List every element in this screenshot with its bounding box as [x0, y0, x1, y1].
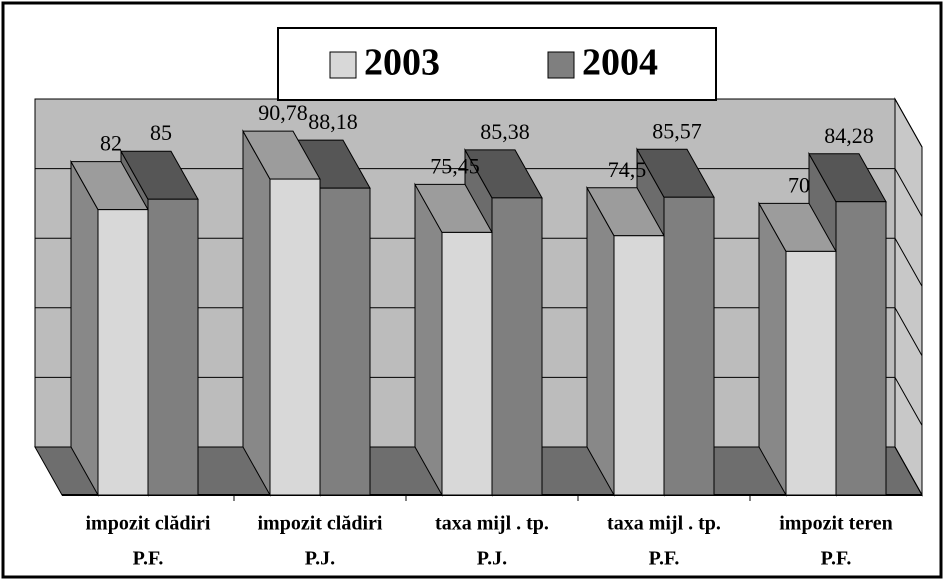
legend-swatch	[547, 51, 575, 79]
bar	[319, 187, 371, 496]
bar	[97, 209, 149, 496]
data-label: 90,78	[258, 100, 308, 125]
bar	[441, 231, 493, 496]
bar	[613, 235, 665, 496]
bar	[147, 198, 199, 496]
x-tick-label: P.J.	[477, 548, 507, 570]
bar	[663, 196, 715, 496]
data-label: 70	[788, 172, 810, 197]
legend-label: 2003	[364, 42, 440, 84]
x-tick-label: P.F.	[649, 548, 680, 570]
bar-side	[70, 159, 99, 497]
data-label: 85,57	[652, 118, 702, 143]
data-label: 82	[100, 131, 122, 156]
data-label: 84,28	[824, 123, 874, 148]
side-wall	[894, 97, 923, 497]
data-label: 75,45	[430, 153, 480, 178]
legend-swatch	[329, 51, 357, 79]
data-label: 74,5	[608, 157, 647, 182]
data-label: 88,18	[308, 109, 358, 134]
bar	[835, 201, 887, 496]
bar	[269, 178, 321, 496]
data-label: 85,38	[480, 119, 530, 144]
bar-side	[414, 182, 443, 497]
bar-side	[758, 201, 787, 497]
bar-side	[242, 129, 271, 497]
x-tick-label: impozit teren	[779, 513, 893, 535]
plot-area: impozit clădiri P.F. impozit clădiri P.J. ta…	[34, 97, 923, 570]
legend-label: 2004	[582, 42, 658, 84]
x-tick-label: P.F.	[133, 548, 164, 570]
data-label: 85	[150, 120, 172, 145]
bar	[491, 197, 543, 496]
legend: 2003 2004	[277, 27, 717, 101]
bar-side	[586, 185, 615, 497]
x-tick-label: impozit clădiri	[86, 513, 211, 535]
bar	[785, 250, 837, 496]
x-tick-label: P.J.	[305, 548, 335, 570]
x-tick-label: impozit clădiri	[258, 513, 383, 535]
x-tick-label: P.F.	[821, 548, 852, 570]
x-tick-label: taxa mijl . tp.	[607, 513, 721, 535]
x-tick-label: taxa mijl . tp.	[435, 513, 549, 535]
